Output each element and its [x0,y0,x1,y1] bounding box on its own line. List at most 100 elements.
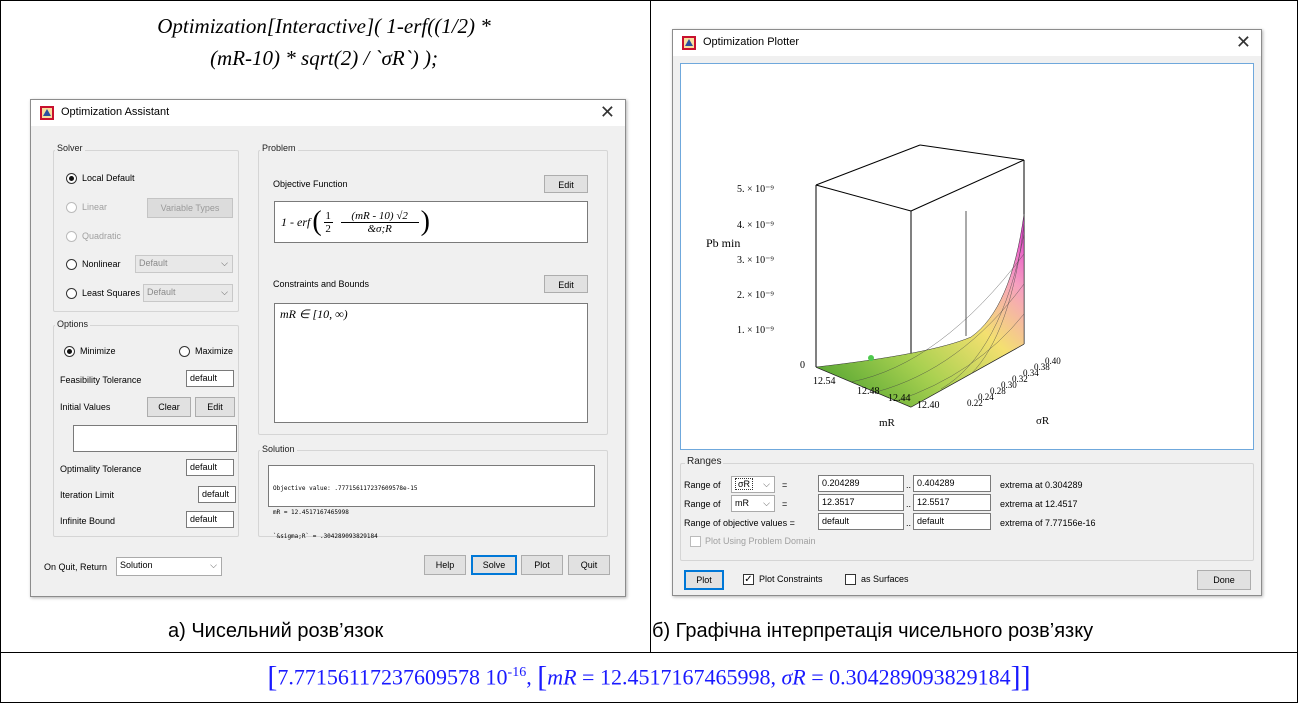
nonlinear-label: Nonlinear [82,259,121,269]
local-default-radio[interactable] [66,173,77,184]
objective-min-field[interactable]: default [818,513,904,530]
plot-constraints-checkbox[interactable]: ✓ [743,574,754,585]
ranges-group-label: Ranges [685,456,724,467]
chevron-down-icon: ⌵ [763,479,770,489]
formula-frac-2: (mR - 10) √2 &σ;R [340,209,419,235]
y-tick-label: 0.30 [1001,380,1017,390]
quit-button[interactable]: Quit [568,555,610,575]
objective-result: 7.77156117237609578 10 [277,664,508,690]
initial-values-label: Initial Values [60,402,111,412]
solution-line-3: `&sigma;R` = .304289093829184 [273,533,378,540]
constraints-display[interactable]: mR ∈ [10, ∞) [274,303,588,423]
solution-line-1: Objective value: .777156117237609578e-15 [273,485,418,492]
y-tick-label: 0.24 [978,392,994,402]
objective-edit-button[interactable]: Edit [544,175,588,193]
surface-patch [815,213,1025,408]
caption-right: б) Графічна інтерпретація чисельного роз… [652,620,1094,642]
z-tick-label: 0 [800,360,805,371]
mr-max-field[interactable]: 12.5517 [913,494,991,511]
linear-radio[interactable] [66,202,77,213]
assistant-title: Optimization Assistant [61,106,170,118]
nonlinear-radio[interactable] [66,259,77,270]
command-line-2: (mR-10) * sqrt(2) / `σR`) ); [210,46,438,70]
objective-function-label: Objective Function [273,179,348,189]
y-axis-label: σR [1036,415,1050,427]
formula-prefix: 1 - erf [281,214,311,229]
z-tick-label: 4. × 10⁻⁹ [737,220,774,231]
formula-frac-1: 1 2 [323,209,333,235]
solution-line-2: mR = 12.4517167465998 [273,509,349,516]
infinite-bound-label: Infinite Bound [60,516,116,526]
maximize-label: Maximize [195,346,234,356]
initial-values-field[interactable] [73,425,237,452]
on-quit-return-label: On Quit, Return [44,562,108,572]
inner-bracket-open: [ [537,660,548,694]
objective-function-display[interactable]: 1 - erf ( 1 2 (mR - 10) √2 &σ;R ) [274,201,588,243]
range-var-1-select[interactable]: σR ⌵ [731,476,775,493]
plot-button[interactable]: Plot [521,555,563,575]
frac-2-denominator: &σ;R [367,222,392,235]
optimality-tolerance-field[interactable]: default [186,459,234,476]
maximize-radio[interactable] [179,346,190,357]
optimality-tolerance-label: Optimality Tolerance [60,464,142,474]
maple-app-icon [682,36,696,50]
chevron-down-icon: ⌵ [221,258,228,268]
minimize-radio[interactable] [64,346,75,357]
least-squares-method-select[interactable]: Default ⌵ [143,284,233,302]
initial-values-edit-button[interactable]: Edit [195,397,235,417]
plotter-title: Optimization Plotter [703,36,799,48]
iteration-limit-field[interactable]: default [198,486,236,503]
least-squares-method-value: Default [147,287,176,297]
variable-types-button[interactable]: Variable Types [147,198,233,218]
surface-plot: 5. × 10⁻⁹ 4. × 10⁻⁹ 3. × 10⁻⁹ 2. × 10⁻⁹ … [706,144,1061,429]
sigma-max-field[interactable]: 0.404289 [913,475,991,492]
problem-domain-checkbox[interactable] [690,536,701,547]
z-tick-label: 5. × 10⁻⁹ [737,184,774,195]
sigma-min-field[interactable]: 0.204289 [818,475,904,492]
least-squares-label: Least Squares [82,288,141,298]
as-surfaces-checkbox[interactable] [845,574,856,585]
sr-name: σR [781,664,806,690]
frac-1-line [323,221,333,223]
sigma-extrema-label: extrema at 0.304289 [1000,480,1083,490]
solver-group-label: Solver [55,143,85,153]
range-var-2-select[interactable]: mR ⌵ [731,495,775,512]
solution-display[interactable]: Objective value: .777156117237609578e-15… [268,465,595,540]
solution-group [258,450,608,537]
clear-button[interactable]: Clear [147,397,191,417]
local-default-label: Local Default [82,173,135,183]
solve-button[interactable]: Solve [471,555,517,575]
done-button[interactable]: Done [1197,570,1251,590]
infinite-bound-field[interactable]: default [186,511,234,528]
x-axis-label: mR [879,417,896,429]
quadratic-radio[interactable] [66,231,77,242]
constraints-edit-button[interactable]: Edit [544,275,588,293]
optimization-plotter-window: Optimization Plotter ✕ [672,29,1262,596]
mr-min-field[interactable]: 12.3517 [818,494,904,511]
help-button[interactable]: Help [424,555,466,575]
frac-1-numerator: 1 [325,209,331,222]
close-icon[interactable]: ✕ [599,102,615,122]
assistant-titlebar: Optimization Assistant ✕ [31,100,625,126]
close-icon[interactable]: ✕ [1235,32,1251,52]
constraints-label: Constraints and Bounds [273,279,370,289]
plot-canvas[interactable]: 5. × 10⁻⁹ 4. × 10⁻⁹ 3. × 10⁻⁹ 2. × 10⁻⁹ … [680,63,1254,450]
on-quit-return-select[interactable]: Solution ⌵ [116,557,222,576]
chevron-down-icon: ⌵ [763,498,770,508]
frac-2-numerator: (mR - 10) √2 [351,209,408,222]
plotter-plot-button[interactable]: Plot [684,570,724,590]
x-tick-label: 12.44 [888,393,911,404]
feasibility-tolerance-field[interactable]: default [186,370,234,387]
sr-result: 0.304289093829184 [829,664,1011,690]
caption-left: а) Чисельний розв’язок [168,620,384,642]
equals-sign-2: = [782,499,788,509]
z-tick-label: 2. × 10⁻⁹ [737,290,774,301]
nonlinear-method-select[interactable]: Default ⌵ [135,255,233,273]
objective-max-field[interactable]: default [913,513,991,530]
as-surfaces-label: as Surfaces [861,574,909,584]
least-squares-radio[interactable] [66,288,77,299]
range-dots-2: .. [906,499,912,509]
z-axis-ticks: 5. × 10⁻⁹ 4. × 10⁻⁹ 3. × 10⁻⁹ 2. × 10⁻⁹ … [737,184,805,371]
solver-group [53,150,239,312]
